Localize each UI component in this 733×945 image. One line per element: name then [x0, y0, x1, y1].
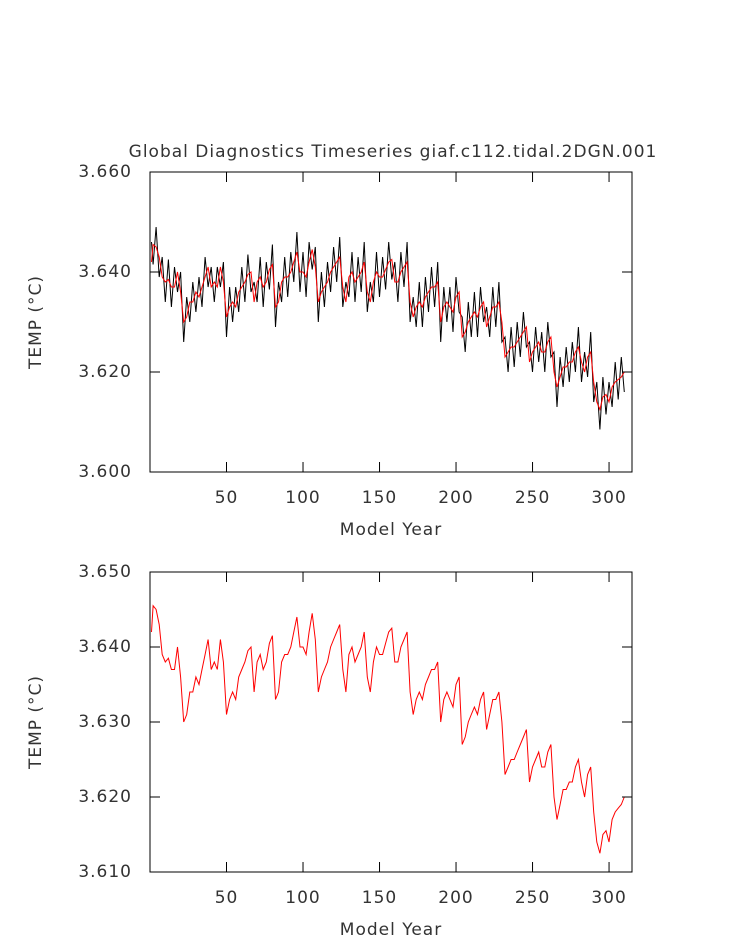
x-tick-label: 100 — [285, 488, 320, 508]
x-axis-label: Model Year — [340, 920, 442, 940]
y-tick-label: 3.650 — [78, 562, 132, 582]
y-tick-label: 3.640 — [78, 262, 132, 282]
y-axis-label: TEMP (°C) — [26, 275, 46, 370]
data-line — [151, 226, 625, 430]
x-tick-label: 300 — [591, 488, 626, 508]
y-tick-label: 3.660 — [78, 162, 132, 182]
data-line — [151, 243, 625, 412]
y-tick-label: 3.630 — [78, 712, 132, 732]
x-tick-label: 50 — [215, 888, 239, 908]
x-tick-label: 250 — [515, 488, 550, 508]
y-tick-label: 3.610 — [78, 862, 132, 882]
x-axis-label: Model Year — [340, 520, 442, 540]
data-line — [151, 604, 625, 854]
y-tick-label: 3.600 — [78, 462, 132, 482]
x-tick-label: 250 — [515, 888, 550, 908]
y-tick-label: 3.620 — [78, 362, 132, 382]
y-tick-label: 3.620 — [78, 787, 132, 807]
y-axis-label: TEMP (°C) — [26, 675, 46, 770]
plot-frame — [149, 171, 633, 473]
plot-frame — [149, 571, 633, 873]
chart-title: Global Diagnostics Timeseries giaf.c112.… — [129, 142, 658, 162]
x-tick-label: 200 — [438, 488, 473, 508]
x-tick-label: 200 — [438, 888, 473, 908]
x-tick-label: 50 — [215, 488, 239, 508]
x-tick-label: 150 — [362, 488, 397, 508]
x-tick-label: 100 — [285, 888, 320, 908]
x-tick-label: 300 — [591, 888, 626, 908]
y-tick-label: 3.640 — [78, 637, 132, 657]
x-tick-label: 150 — [362, 888, 397, 908]
